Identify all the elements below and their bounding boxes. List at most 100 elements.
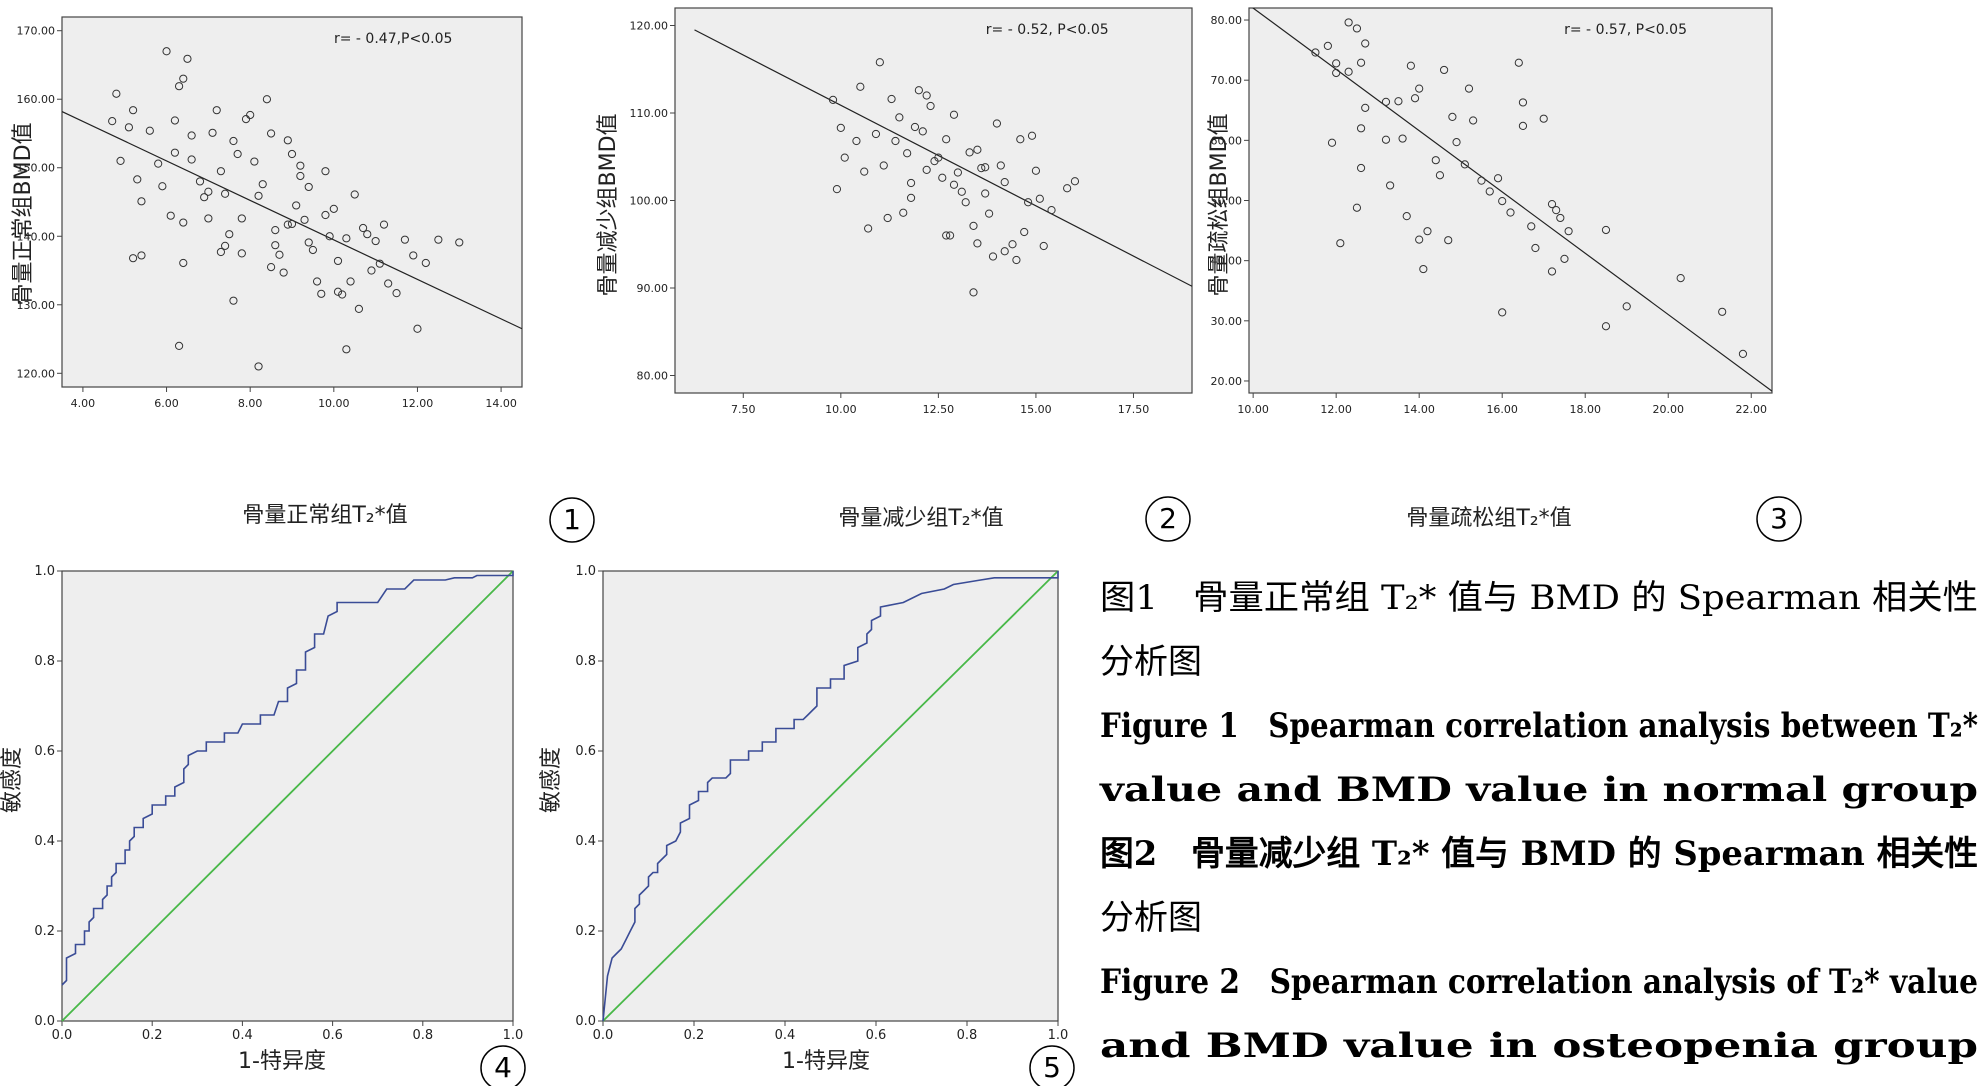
scatter-point bbox=[358, 223, 368, 233]
scatter-point bbox=[906, 193, 916, 202]
scatter-point bbox=[1008, 240, 1017, 249]
scatter-point bbox=[985, 209, 994, 218]
scatter-point bbox=[1361, 103, 1370, 112]
y-axis-label: 敏感度 bbox=[539, 747, 564, 813]
scatter-point bbox=[254, 362, 263, 371]
scatter-point bbox=[945, 231, 955, 240]
scatter-point bbox=[903, 149, 912, 158]
scatter-point bbox=[1419, 264, 1428, 274]
scatter-point bbox=[1547, 267, 1557, 276]
scatter-point bbox=[1356, 124, 1366, 133]
x-tick-label: 0.0 bbox=[593, 1028, 614, 1043]
scatter-point bbox=[1356, 163, 1366, 173]
caption-fig2-cn-line1: 图2 骨量减少组 T₂* 值与 BMD 的 Spearman 相关性 bbox=[1100, 834, 1978, 874]
scatter-point bbox=[981, 163, 990, 172]
scatter-point bbox=[1435, 171, 1445, 180]
y-tick-label: 1.0 bbox=[34, 564, 55, 579]
panel-number: 2 bbox=[1159, 502, 1177, 535]
y-tick-label: 0.0 bbox=[575, 1014, 596, 1029]
scatter-point bbox=[934, 153, 943, 162]
scatter-point bbox=[275, 250, 284, 259]
scatter-point bbox=[271, 225, 280, 235]
scatter-point bbox=[200, 193, 209, 202]
scatter-point bbox=[271, 241, 280, 250]
scatter-point bbox=[953, 168, 962, 177]
scatter-point bbox=[1498, 197, 1507, 206]
scatter-point bbox=[367, 266, 376, 275]
scatter-point bbox=[400, 235, 410, 244]
scatter-point bbox=[287, 219, 297, 229]
scatter-point bbox=[1332, 59, 1341, 68]
scatter-point bbox=[1547, 200, 1557, 209]
x-tick-label: 1.0 bbox=[1048, 1028, 1069, 1043]
panel-number-circle bbox=[1756, 496, 1802, 542]
panel-number: 1 bbox=[563, 503, 581, 536]
scatter-point bbox=[988, 252, 998, 261]
scatter-point bbox=[1622, 302, 1631, 311]
caption-line: 图2 骨量减少组 T₂* 值与 BMD 的 Spearman 相关性 bbox=[1100, 822, 1980, 886]
roc-curve bbox=[61, 571, 514, 986]
x-tick-label: 18.00 bbox=[1569, 403, 1601, 416]
scatter-point bbox=[145, 126, 154, 135]
caption-fig1-cn-line2: 分析图 bbox=[1100, 642, 1202, 682]
scatter-point bbox=[229, 296, 238, 305]
caption-line: 分析图 bbox=[1100, 630, 1980, 694]
y-tick-label: 140.00 bbox=[17, 230, 56, 243]
scatter-point bbox=[300, 215, 309, 224]
scatter-point bbox=[220, 241, 230, 250]
y-tick-label: 40.00 bbox=[1211, 255, 1243, 268]
panel-normal bbox=[61, 16, 523, 388]
scatter-point bbox=[887, 94, 896, 104]
scatter-point bbox=[938, 173, 947, 182]
scatter-point bbox=[1402, 212, 1411, 221]
panel-number: 4 bbox=[494, 1051, 512, 1084]
scatter-point bbox=[1560, 254, 1569, 263]
x-tick-label: 12.00 bbox=[1320, 403, 1352, 416]
scatter-point bbox=[1000, 178, 1009, 187]
scatter-point bbox=[840, 153, 849, 162]
scatter-point bbox=[174, 82, 184, 91]
scatter-point bbox=[287, 149, 297, 159]
scatter-point bbox=[922, 165, 931, 174]
plot-area bbox=[1248, 7, 1773, 394]
panel-number: 5 bbox=[1043, 1051, 1061, 1084]
x-tick-label: 0.2 bbox=[684, 1028, 705, 1043]
scatter-point bbox=[1000, 247, 1009, 256]
scatter-point bbox=[174, 341, 184, 350]
scatter-point bbox=[1415, 84, 1424, 93]
x-axis-label: 骨量减少组T₂*值 bbox=[838, 506, 1003, 531]
scatter-point bbox=[1448, 112, 1457, 121]
panel-osteoporosis bbox=[1248, 7, 1773, 394]
scatter-point bbox=[895, 113, 904, 122]
scatter-point bbox=[1498, 308, 1507, 317]
y-tick-label: 30.00 bbox=[1211, 315, 1243, 328]
panel-number-circle bbox=[1029, 1045, 1075, 1086]
y-axis-label: 骨量减少组BMD值 bbox=[596, 113, 621, 296]
x-tick-label: 0.0 bbox=[52, 1028, 73, 1043]
scatter-point bbox=[1564, 227, 1573, 236]
scatter-point bbox=[108, 117, 117, 126]
scatter-point bbox=[973, 145, 982, 154]
x-tick-label: 1.0 bbox=[503, 1028, 524, 1043]
scatter-point bbox=[116, 156, 125, 165]
scatter-point bbox=[112, 89, 121, 98]
scatter-point bbox=[246, 110, 255, 120]
scatter-point bbox=[233, 149, 242, 159]
scatter-point bbox=[312, 277, 322, 286]
scatter-point bbox=[1469, 116, 1478, 125]
scatter-point bbox=[1514, 58, 1523, 67]
scatter-point bbox=[1352, 24, 1362, 33]
correlation-annotation: r= - 0.57, P<0.05 bbox=[1564, 22, 1687, 38]
scatter-point bbox=[204, 187, 213, 196]
scatter-point bbox=[308, 245, 318, 255]
scatter-point bbox=[1386, 181, 1395, 190]
scatter-point bbox=[1323, 41, 1332, 50]
caption-fig1-en-line1: Figure 1 Spearman correlation analysis b… bbox=[1100, 706, 1978, 746]
x-tick-label: 4.00 bbox=[71, 397, 96, 410]
scatter-point bbox=[128, 254, 138, 263]
scatter-point bbox=[170, 116, 180, 125]
y-tick-label: 90.00 bbox=[637, 282, 669, 295]
panel-osteopenia bbox=[674, 7, 1193, 394]
scatter-point bbox=[942, 231, 951, 240]
scatter-point bbox=[325, 232, 334, 241]
